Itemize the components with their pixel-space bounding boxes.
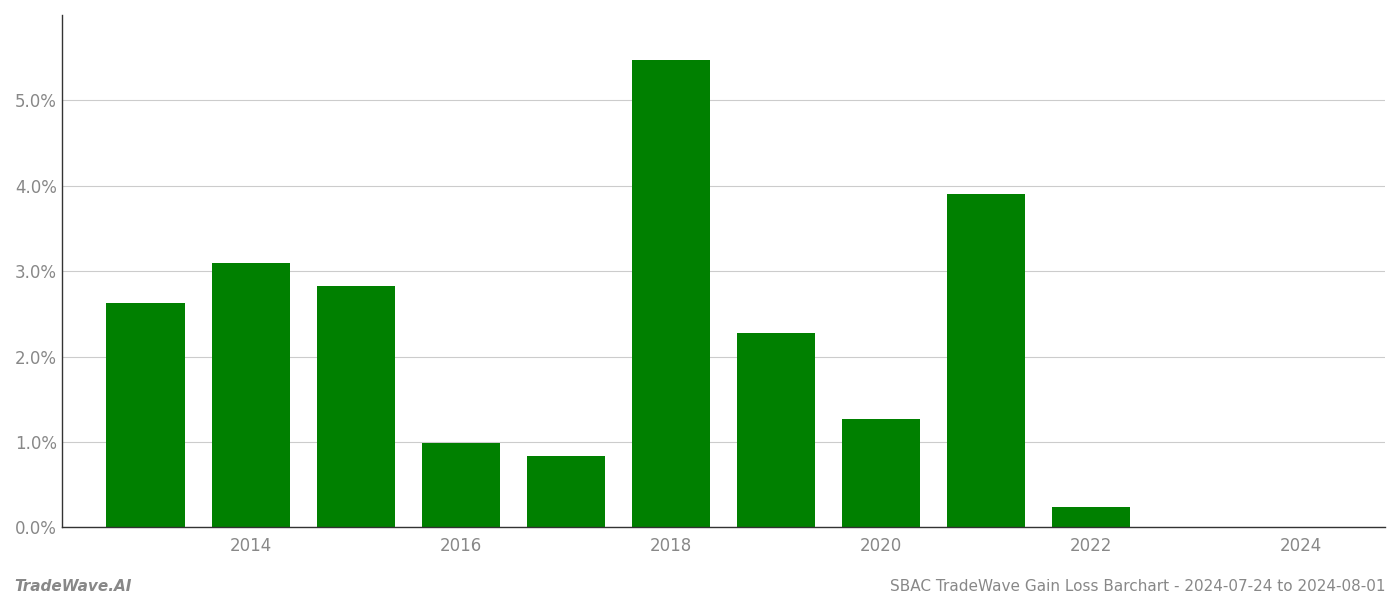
Bar bbox=[526, 455, 605, 527]
Bar bbox=[316, 286, 395, 527]
Bar bbox=[211, 263, 290, 527]
Text: TradeWave.AI: TradeWave.AI bbox=[14, 579, 132, 594]
Bar bbox=[841, 419, 920, 527]
Bar bbox=[946, 194, 1025, 527]
Bar bbox=[1051, 507, 1130, 527]
Bar bbox=[421, 443, 500, 527]
Text: SBAC TradeWave Gain Loss Barchart - 2024-07-24 to 2024-08-01: SBAC TradeWave Gain Loss Barchart - 2024… bbox=[890, 579, 1386, 594]
Bar bbox=[631, 60, 710, 527]
Bar bbox=[106, 303, 185, 527]
Bar bbox=[736, 332, 815, 527]
